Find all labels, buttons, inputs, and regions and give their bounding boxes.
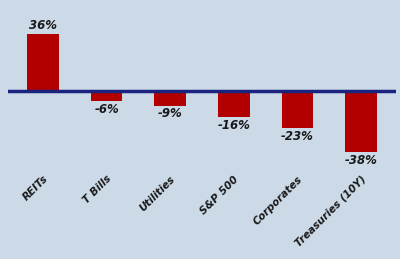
Text: -23%: -23% (281, 130, 314, 143)
Text: -16%: -16% (217, 119, 250, 132)
Bar (91, 91, 122, 101)
Text: -9%: -9% (158, 107, 182, 120)
Bar (218, 91, 250, 117)
Bar (27, 34, 59, 91)
Text: -6%: -6% (94, 103, 119, 116)
Text: 36%: 36% (29, 19, 57, 32)
Bar (345, 91, 377, 152)
Bar (154, 91, 186, 106)
Text: -38%: -38% (344, 154, 378, 167)
Bar (282, 91, 313, 128)
